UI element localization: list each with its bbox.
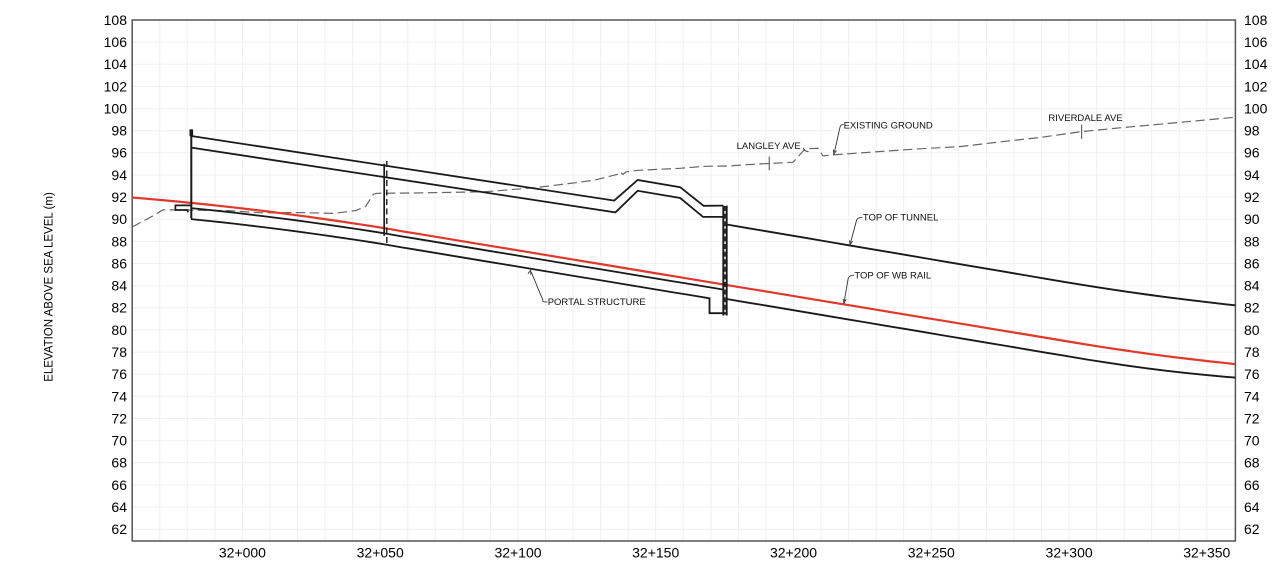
svg-text:78: 78 [111,344,127,360]
svg-text:80: 80 [1244,322,1260,338]
svg-text:RIVERDALE AVE: RIVERDALE AVE [1048,113,1122,124]
svg-text:90: 90 [111,211,127,227]
svg-text:102: 102 [104,78,128,94]
svg-text:96: 96 [111,145,127,161]
svg-text:ELEVATION ABOVE SEA LEVEL (m): ELEVATION ABOVE SEA LEVEL (m) [44,192,56,382]
svg-text:32+200: 32+200 [770,545,817,561]
svg-text:104: 104 [104,56,128,72]
svg-text:82: 82 [1244,300,1260,316]
svg-text:32+300: 32+300 [1046,545,1093,561]
svg-text:32+100: 32+100 [494,545,541,561]
svg-text:32+150: 32+150 [632,545,679,561]
svg-text:32+000: 32+000 [219,545,266,561]
svg-text:92: 92 [1244,189,1260,205]
svg-text:PORTAL STRUCTURE: PORTAL STRUCTURE [548,297,646,308]
svg-text:82: 82 [111,300,127,316]
svg-text:62: 62 [1244,521,1260,537]
svg-text:74: 74 [1244,388,1260,404]
svg-text:68: 68 [111,455,127,471]
svg-text:92: 92 [111,189,127,205]
svg-text:100: 100 [104,101,128,117]
svg-text:LANGLEY AVE: LANGLEY AVE [737,141,801,152]
svg-text:74: 74 [111,388,127,404]
svg-text:72: 72 [1244,410,1260,426]
svg-text:80: 80 [111,322,127,338]
svg-text:84: 84 [111,278,127,294]
svg-text:TOP OF WB RAIL: TOP OF WB RAIL [854,271,931,282]
svg-text:32+250: 32+250 [908,545,955,561]
svg-text:90: 90 [1244,211,1260,227]
svg-text:TOP OF TUNNEL: TOP OF TUNNEL [863,213,939,224]
svg-text:86: 86 [1244,255,1260,271]
svg-text:94: 94 [111,167,127,183]
svg-text:70: 70 [1244,433,1260,449]
svg-text:70: 70 [111,433,127,449]
svg-text:96: 96 [1244,145,1260,161]
svg-text:98: 98 [1244,123,1260,139]
svg-text:98: 98 [111,123,127,139]
svg-text:88: 88 [1244,233,1260,249]
svg-text:64: 64 [1244,499,1260,515]
svg-text:94: 94 [1244,167,1260,183]
svg-text:102: 102 [1244,78,1268,94]
svg-text:106: 106 [1244,34,1268,50]
svg-text:68: 68 [1244,455,1260,471]
svg-text:104: 104 [1244,56,1268,72]
svg-text:108: 108 [104,12,128,28]
svg-text:66: 66 [1244,477,1260,493]
svg-text:72: 72 [111,410,127,426]
svg-text:64: 64 [111,499,127,515]
svg-text:86: 86 [111,255,127,271]
svg-text:32+350: 32+350 [1183,545,1230,561]
svg-text:66: 66 [111,477,127,493]
svg-text:106: 106 [104,34,128,50]
svg-text:76: 76 [1244,366,1260,382]
svg-text:88: 88 [111,233,127,249]
svg-text:78: 78 [1244,344,1260,360]
svg-text:32+050: 32+050 [357,545,404,561]
svg-text:76: 76 [111,366,127,382]
svg-text:62: 62 [111,521,127,537]
svg-text:100: 100 [1244,101,1268,117]
svg-text:84: 84 [1244,278,1260,294]
svg-text:108: 108 [1244,12,1268,28]
svg-text:EXISTING GROUND: EXISTING GROUND [844,121,933,132]
